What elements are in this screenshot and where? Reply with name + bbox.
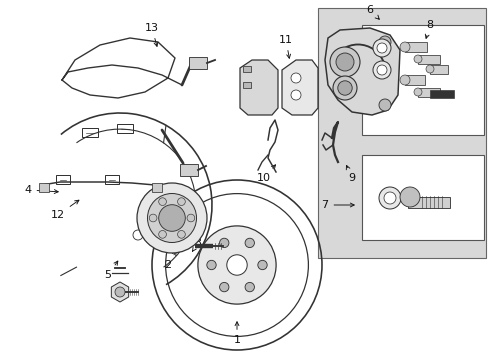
Bar (82, 128, 98, 137)
Text: 10: 10 (257, 165, 275, 183)
Bar (361, 155, 483, 240)
Circle shape (372, 39, 390, 57)
Circle shape (159, 230, 166, 238)
Circle shape (147, 194, 196, 243)
Circle shape (399, 42, 409, 52)
Bar (429, 65, 447, 74)
Circle shape (399, 75, 409, 85)
Circle shape (159, 198, 166, 206)
Bar (417, 55, 439, 64)
Text: 3: 3 (192, 238, 201, 251)
Text: 13: 13 (145, 23, 159, 46)
Text: 8: 8 (425, 20, 433, 39)
Circle shape (149, 214, 157, 222)
Text: 6: 6 (366, 5, 379, 19)
Circle shape (244, 238, 254, 248)
Text: 2: 2 (164, 251, 176, 270)
Circle shape (290, 73, 301, 83)
Circle shape (372, 61, 390, 79)
Circle shape (378, 36, 390, 48)
Bar (429, 90, 453, 98)
Bar (404, 42, 426, 52)
Bar (317, 8, 485, 258)
Circle shape (177, 198, 185, 206)
Circle shape (378, 99, 390, 111)
Circle shape (206, 260, 216, 270)
Text: 4: 4 (24, 185, 58, 195)
Bar (56, 175, 70, 184)
Circle shape (332, 76, 356, 100)
Bar (117, 124, 133, 133)
Circle shape (378, 187, 400, 209)
Text: 5: 5 (104, 261, 118, 280)
Circle shape (335, 53, 353, 71)
Circle shape (337, 81, 351, 95)
Circle shape (219, 238, 228, 248)
Bar (404, 75, 424, 85)
Polygon shape (325, 28, 399, 115)
Bar (152, 183, 162, 192)
Circle shape (226, 255, 247, 275)
Circle shape (413, 55, 421, 63)
Circle shape (177, 230, 185, 238)
Polygon shape (282, 60, 317, 115)
Circle shape (137, 183, 206, 253)
Bar (243, 66, 250, 72)
Bar (180, 164, 198, 176)
Bar (243, 82, 250, 88)
Circle shape (159, 205, 185, 231)
Circle shape (290, 90, 301, 100)
Circle shape (383, 192, 395, 204)
Bar (39, 183, 49, 192)
Circle shape (399, 187, 419, 207)
Bar (361, 25, 483, 135)
Circle shape (115, 287, 125, 297)
Circle shape (425, 65, 433, 73)
Circle shape (376, 43, 386, 53)
Circle shape (198, 226, 276, 304)
Bar (417, 88, 439, 97)
Bar (407, 197, 449, 208)
Bar (105, 175, 119, 184)
Circle shape (413, 88, 421, 96)
Text: 11: 11 (279, 35, 292, 58)
Circle shape (257, 260, 266, 270)
Bar (189, 57, 206, 69)
Circle shape (329, 47, 359, 77)
Circle shape (376, 65, 386, 75)
Circle shape (219, 282, 228, 292)
Circle shape (244, 282, 254, 292)
Polygon shape (111, 282, 128, 302)
Text: 7: 7 (321, 200, 353, 210)
Text: 12: 12 (51, 200, 79, 220)
Text: 9: 9 (346, 166, 355, 183)
Circle shape (187, 214, 194, 222)
Text: 1: 1 (233, 322, 240, 345)
Polygon shape (240, 60, 278, 115)
